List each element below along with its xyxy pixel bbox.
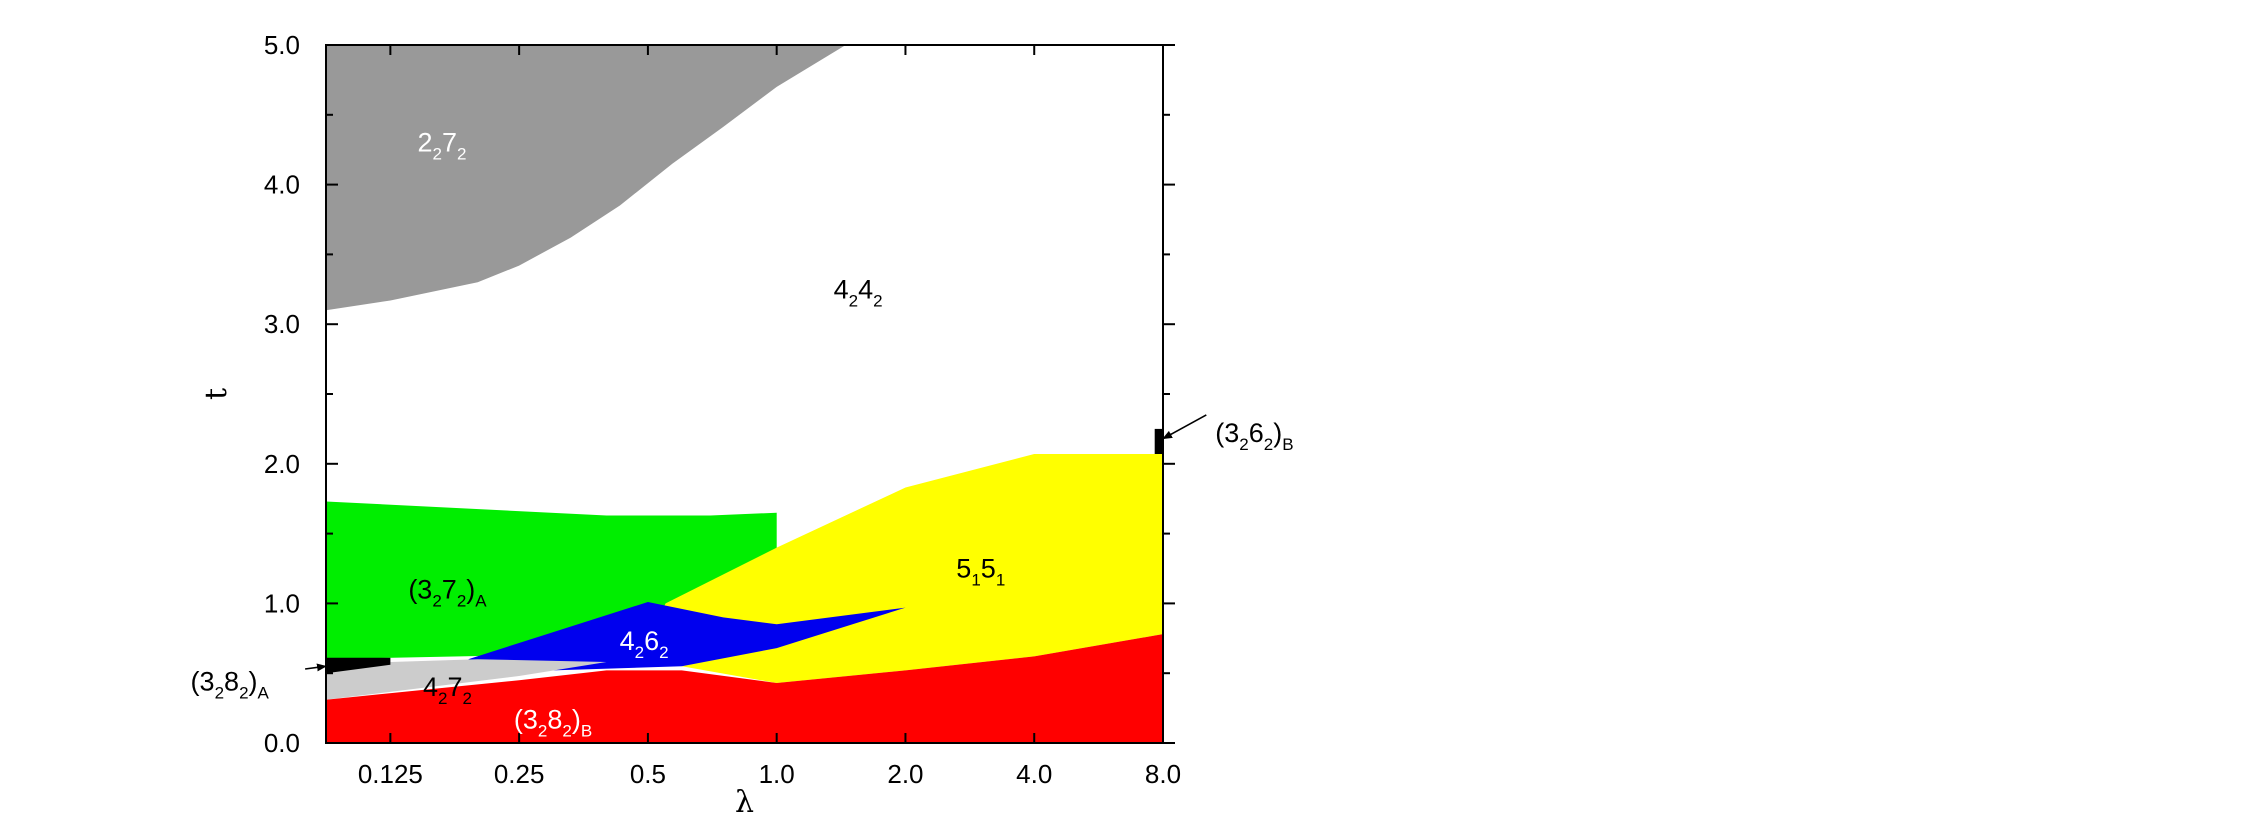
label-main: (3 [408, 574, 432, 604]
label-subscript: 2 [562, 721, 571, 740]
label-subscript: 2 [538, 721, 547, 740]
x-tick-label: 1.0 [759, 759, 795, 789]
y-tick-label: 1.0 [264, 588, 300, 618]
y-axis-title: t [199, 388, 234, 400]
label-subscript: 2 [432, 591, 441, 610]
label-main: 5 [981, 554, 996, 584]
label-subscript: 2 [873, 291, 882, 310]
label-subscript: 2 [1239, 435, 1248, 454]
label-main: 6 [644, 626, 659, 656]
label-subscript: 2 [849, 291, 858, 310]
label-subscript: 2 [215, 684, 224, 703]
region-label-r442: 4242 [834, 274, 883, 310]
x-tick-label: 0.5 [630, 759, 666, 789]
label-subscript: 2 [635, 643, 644, 662]
label-main: ) [249, 667, 258, 697]
region-label-r462: 4262 [620, 626, 669, 662]
region-label-r372A: (3272)A [408, 574, 487, 610]
region-r472 [326, 659, 607, 700]
label-subscript: 2 [432, 145, 441, 164]
label-main: 4 [423, 672, 438, 702]
label-subscript: 1 [971, 571, 980, 590]
arrow-r362B [1162, 414, 1207, 440]
label-subscript: 2 [239, 684, 248, 703]
label-main: 8 [547, 704, 562, 734]
regions-layer [326, 45, 1163, 743]
region-r362B [1154, 428, 1163, 454]
region-label-r472: 4272 [423, 672, 472, 708]
label-subscript: A [475, 591, 487, 610]
label-main: ) [466, 574, 475, 604]
y-tick-label: 0.0 [264, 728, 300, 758]
y-tick-label: 5.0 [264, 30, 300, 60]
axes-layer: 0.125 0.25 0.5 1.0 2.0 4.0 8.0 0.0 1.0 2.0 3.0 4.0 5… [199, 30, 1181, 819]
region-r462 [468, 602, 906, 671]
label-main: 4 [858, 274, 873, 304]
label-subscript: 2 [659, 643, 668, 662]
x-axis-title: λ [735, 785, 754, 819]
label-subscript: A [258, 684, 270, 703]
region-label-r272: 2272 [417, 128, 466, 164]
label-main: (3 [1215, 418, 1239, 448]
label-subscript: 1 [996, 571, 1005, 590]
y-tick-label: 3.0 [264, 309, 300, 339]
x-tick-label: 8.0 [1145, 759, 1181, 789]
label-subscript: B [1282, 435, 1293, 454]
y-tick-label: 2.0 [264, 449, 300, 479]
y-tick-label: 4.0 [264, 170, 300, 200]
label-subscript: 2 [457, 591, 466, 610]
label-main: 6 [1249, 418, 1264, 448]
label-subscript: 2 [463, 689, 472, 708]
x-tick-label: 0.125 [358, 759, 423, 789]
region-r382B [326, 634, 1163, 743]
region-label-r382B: (3282)B [514, 704, 592, 740]
x-tick-label: 0.25 [494, 759, 545, 789]
label-main: 5 [956, 554, 971, 584]
region-label-r382A: (3282)A [191, 667, 270, 703]
label-subscript: B [581, 721, 592, 740]
label-main: ) [572, 704, 581, 734]
label-subscript: 2 [438, 689, 447, 708]
region-label-r551: 5151 [956, 554, 1005, 590]
arrow-r382A [305, 663, 327, 672]
label-main: 8 [224, 667, 239, 697]
label-main: 4 [834, 274, 849, 304]
label-main: 7 [442, 574, 457, 604]
label-main: 7 [442, 128, 457, 158]
label-main: 7 [447, 672, 462, 702]
label-main: ) [1273, 418, 1282, 448]
x-tick-label: 4.0 [1016, 759, 1052, 789]
region-labels-layer: 42422272(3272)A515142624272(3282)B(3282)… [191, 128, 1294, 741]
x-tick-label: 2.0 [887, 759, 923, 789]
region-r382A [326, 657, 391, 674]
region-r272 [326, 45, 846, 311]
annotations-layer [305, 414, 1207, 672]
label-main: 2 [417, 128, 432, 158]
label-subscript: 2 [1264, 435, 1273, 454]
label-subscript: 2 [457, 145, 466, 164]
label-main: (3 [191, 667, 215, 697]
label-main: (3 [514, 704, 538, 734]
region-label-r362B: (3262)B [1215, 418, 1293, 454]
label-main: 4 [620, 626, 635, 656]
